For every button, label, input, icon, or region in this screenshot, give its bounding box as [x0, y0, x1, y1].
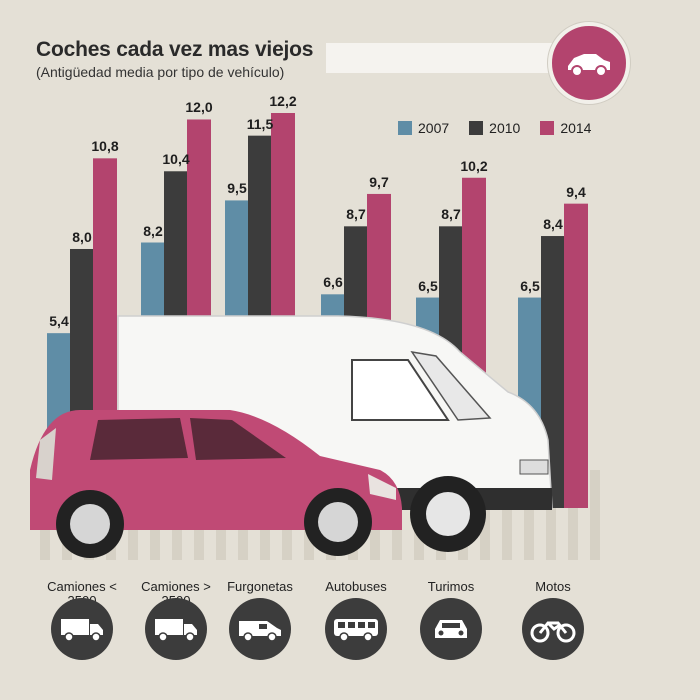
data-label: 10,8	[91, 138, 119, 155]
bus-icon	[325, 598, 387, 660]
category-label: Turimos	[427, 579, 475, 594]
car-illustration	[30, 410, 402, 558]
data-label: 6,6	[323, 274, 343, 291]
data-label: 10,4	[162, 151, 190, 168]
data-label: 8,7	[441, 206, 461, 223]
data-label: 9,4	[566, 183, 586, 200]
car-icon	[420, 598, 482, 660]
data-label: 8,7	[346, 206, 366, 223]
chart-title: Coches cada vez mas viejos	[36, 38, 314, 61]
legend-label: 2010	[489, 120, 521, 136]
category-label: Furgonetas	[227, 579, 293, 594]
chart-legend: 2007 2010 2014	[398, 120, 591, 136]
car-sedan-icon	[548, 22, 630, 104]
data-label: 9,7	[369, 173, 389, 190]
data-label: 8,2	[143, 222, 163, 239]
legend-swatch	[398, 121, 412, 135]
legend-swatch	[469, 121, 484, 135]
data-label: 6,5	[418, 277, 438, 294]
data-label: 12,2	[269, 93, 297, 109]
truck-icon	[51, 598, 113, 660]
legend-label: 2014	[560, 120, 592, 136]
legend-item: 2014	[540, 120, 591, 136]
van-icon	[229, 598, 291, 660]
category-label: Motos	[535, 579, 571, 594]
stripe	[546, 470, 556, 560]
legend-item: 2007	[398, 120, 449, 136]
chart-subtitle: (Antigüedad media por tipo de vehículo)	[36, 64, 285, 80]
data-label: 6,5	[520, 277, 540, 294]
stripe	[524, 470, 534, 560]
data-label: 11,5	[246, 115, 274, 132]
stripe	[502, 470, 512, 560]
stripe	[590, 470, 600, 560]
truck-icon	[145, 598, 207, 660]
category-label: Autobuses	[325, 579, 387, 594]
data-label: 5,4	[49, 313, 69, 330]
bar-2014	[564, 203, 588, 508]
legend-item: 2010	[469, 120, 520, 136]
legend-swatch	[540, 121, 555, 135]
data-label: 9,5	[227, 180, 247, 197]
legend-label: 2007	[418, 120, 450, 136]
data-label: 12,0	[185, 99, 213, 116]
stripe	[568, 470, 578, 560]
title-banner	[326, 43, 564, 73]
data-label: 8,0	[72, 228, 92, 245]
data-label: 8,4	[543, 216, 563, 233]
data-label: 10,2	[460, 157, 488, 174]
motorcycle-icon	[522, 598, 584, 660]
